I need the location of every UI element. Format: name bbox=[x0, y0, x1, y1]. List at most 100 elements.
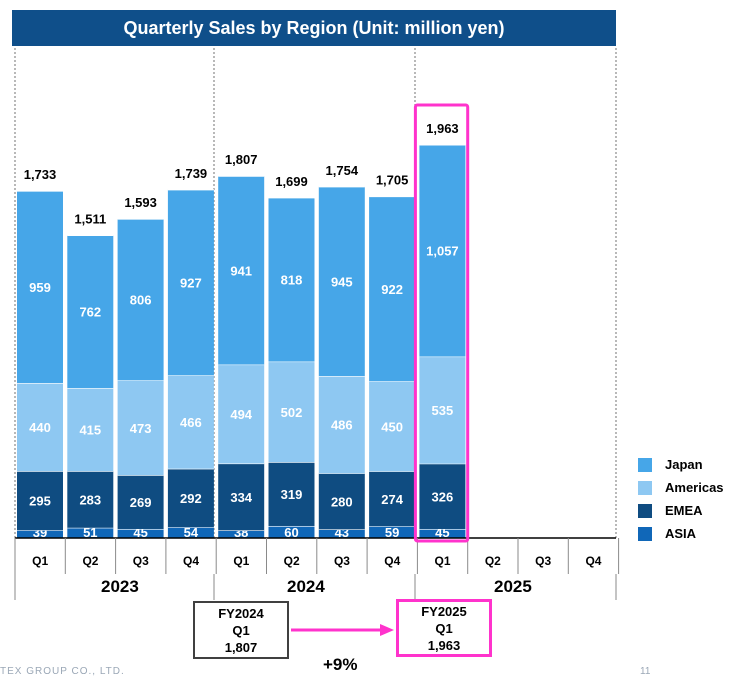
legend-swatch bbox=[638, 503, 652, 518]
bar-segment-americas bbox=[117, 380, 164, 476]
segment-value-label: 450 bbox=[381, 419, 403, 434]
comparison-curr-fy: FY2025 bbox=[421, 603, 467, 619]
bar-segment-americas bbox=[268, 361, 315, 463]
comparison-prev-value: 1,807 bbox=[224, 639, 258, 655]
segment-value-label: 274 bbox=[381, 492, 403, 507]
segment-value-label: 269 bbox=[130, 495, 152, 510]
segment-value-label: 494 bbox=[230, 407, 252, 422]
bar-segment-japan bbox=[419, 144, 466, 357]
bar-segment-emea bbox=[318, 473, 365, 530]
bar-segment-emea bbox=[369, 471, 416, 527]
segment-value-label: 806 bbox=[130, 293, 152, 308]
bar-total-label: 1,739 bbox=[175, 166, 208, 181]
segment-value-label: 927 bbox=[180, 276, 202, 291]
bar-segment-asia bbox=[117, 528, 164, 538]
category-label: Q4 bbox=[183, 554, 199, 568]
comparison-box-curr: FY2025 Q1 1,963 bbox=[396, 599, 492, 657]
category-label: Q2 bbox=[485, 554, 501, 568]
comparison-box-prev: FY2024 Q1 1,807 bbox=[193, 601, 289, 659]
year-label: 2025 bbox=[494, 577, 532, 596]
bar-segment-japan bbox=[369, 196, 416, 382]
segment-value-label: 60 bbox=[284, 525, 298, 540]
bar-segment-japan bbox=[67, 235, 114, 389]
segment-value-label: 473 bbox=[130, 421, 152, 436]
category-label: Q3 bbox=[535, 554, 551, 568]
bar-segment-asia bbox=[17, 530, 63, 538]
footer-company: TEX GROUP CO., LTD. bbox=[0, 666, 125, 677]
bar-segment-emea bbox=[268, 462, 315, 526]
bar-segment-asia bbox=[218, 530, 265, 538]
bar-segment-emea bbox=[117, 475, 164, 529]
bar-segment-emea bbox=[67, 471, 114, 528]
segment-value-label: 941 bbox=[230, 263, 252, 278]
segment-value-label: 51 bbox=[83, 525, 97, 540]
bar-segment-japan bbox=[117, 219, 164, 381]
bar-segment-americas bbox=[218, 364, 265, 464]
legend-swatch bbox=[638, 526, 652, 541]
bar-segment-asia bbox=[268, 525, 315, 538]
bar-segment-emea bbox=[419, 463, 466, 529]
segment-value-label: 502 bbox=[281, 405, 303, 420]
legend-swatch bbox=[638, 457, 652, 472]
segment-value-label: 295 bbox=[29, 494, 51, 509]
bar-total-label: 1,963 bbox=[426, 121, 459, 136]
bar-segment-emea bbox=[218, 463, 265, 531]
category-label: Q4 bbox=[585, 554, 601, 568]
category-label: Q1 bbox=[32, 554, 48, 568]
segment-value-label: 415 bbox=[79, 423, 101, 438]
bar-total-label: 1,733 bbox=[24, 167, 57, 182]
bar-total-label: 1,754 bbox=[326, 163, 359, 178]
legend-label: Japan bbox=[665, 457, 703, 472]
bar-total-label: 1,593 bbox=[124, 195, 157, 210]
legend-label: Americas bbox=[665, 480, 724, 495]
category-label: Q3 bbox=[334, 554, 350, 568]
year-label: 2023 bbox=[101, 577, 139, 596]
comparison-curr-quarter: Q1 bbox=[435, 620, 453, 636]
bar-total-label: 1,807 bbox=[225, 152, 258, 167]
bar-segment-americas bbox=[419, 356, 466, 464]
category-label: Q2 bbox=[82, 554, 98, 568]
segment-value-label: 945 bbox=[331, 274, 353, 289]
segment-value-label: 486 bbox=[331, 418, 353, 433]
bar-segment-americas bbox=[67, 388, 114, 472]
segment-value-label: 466 bbox=[180, 415, 202, 430]
segment-value-label: 440 bbox=[29, 420, 51, 435]
bar-segment-emea bbox=[167, 468, 214, 528]
bar-segment-japan bbox=[318, 186, 365, 376]
legend-item-americas: Americas bbox=[638, 476, 724, 499]
segment-value-label: 959 bbox=[29, 280, 51, 295]
bar-segment-emea bbox=[17, 471, 63, 531]
bar-segment-japan bbox=[218, 176, 265, 365]
bar-segment-americas bbox=[318, 375, 365, 474]
growth-label: +9% bbox=[323, 655, 358, 674]
highlight-box bbox=[413, 103, 470, 543]
bar-segment-asia bbox=[167, 527, 214, 538]
bar-total-label: 1,511 bbox=[74, 211, 106, 226]
bar-segment-americas bbox=[369, 381, 416, 472]
segment-value-label: 1,057 bbox=[426, 244, 459, 259]
legend-item-emea: EMEA bbox=[638, 499, 724, 522]
category-label: Q2 bbox=[284, 554, 300, 568]
segment-value-label: 319 bbox=[281, 487, 303, 502]
bar-segment-americas bbox=[17, 383, 63, 472]
comparison-curr-value: 1,963 bbox=[427, 637, 461, 653]
category-label: Q1 bbox=[435, 554, 451, 568]
segment-value-label: 283 bbox=[79, 492, 101, 507]
footer-page-number: 11 bbox=[640, 666, 651, 677]
segment-value-label: 334 bbox=[230, 490, 252, 505]
bar-total-label: 1,699 bbox=[275, 174, 308, 189]
segment-value-label: 762 bbox=[79, 305, 101, 320]
chart-title: Quarterly Sales by Region (Unit: million… bbox=[12, 10, 616, 46]
category-label: Q3 bbox=[133, 554, 149, 568]
segment-value-label: 292 bbox=[180, 491, 202, 506]
comparison-prev-quarter: Q1 bbox=[232, 622, 250, 638]
segment-value-label: 59 bbox=[385, 525, 399, 540]
bar-segment-asia bbox=[318, 529, 365, 538]
legend-item-asia: ASIA bbox=[638, 522, 724, 545]
bar-segment-japan bbox=[268, 197, 315, 362]
segment-value-label: 535 bbox=[432, 403, 454, 418]
segment-value-label: 54 bbox=[184, 525, 199, 540]
year-label: 2024 bbox=[287, 577, 325, 596]
segment-value-label: 280 bbox=[331, 494, 353, 509]
segment-value-label: 818 bbox=[281, 273, 303, 288]
